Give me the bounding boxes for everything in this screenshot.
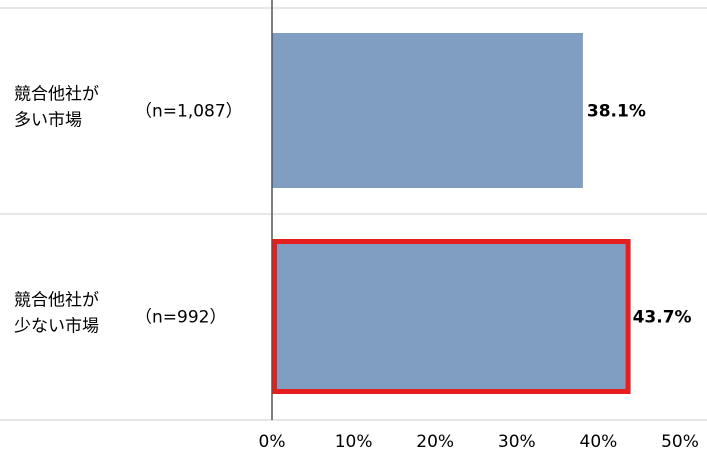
x-tick-label: 50% [661, 432, 699, 452]
category-label-line: 競合他社が [14, 291, 99, 311]
x-tick-label: 30% [498, 432, 536, 452]
bars-group [272, 33, 631, 394]
highlight-outline [272, 239, 631, 394]
x-tick-label: 0% [259, 432, 286, 452]
x-axis-ticks: 0% 10% 20% 30% 40% 50% [259, 432, 699, 452]
sample-size-label: （n=992） [135, 308, 226, 328]
category-label-line: 多い市場 [14, 111, 82, 131]
sample-size-label: （n=1,087） [135, 102, 243, 122]
x-tick-label: 20% [416, 432, 454, 452]
category-label-line: 競合他社が [14, 85, 99, 105]
bar-0 [272, 33, 583, 188]
value-labels: 38.1% 43.7% [587, 102, 692, 328]
value-label: 43.7% [633, 308, 692, 328]
category-label-line: 少ない市場 [14, 317, 99, 337]
x-tick-label: 40% [580, 432, 618, 452]
x-tick-label: 10% [335, 432, 373, 452]
category-separators [0, 7, 707, 421]
bar-1 [272, 239, 629, 394]
value-label: 38.1% [587, 102, 646, 122]
